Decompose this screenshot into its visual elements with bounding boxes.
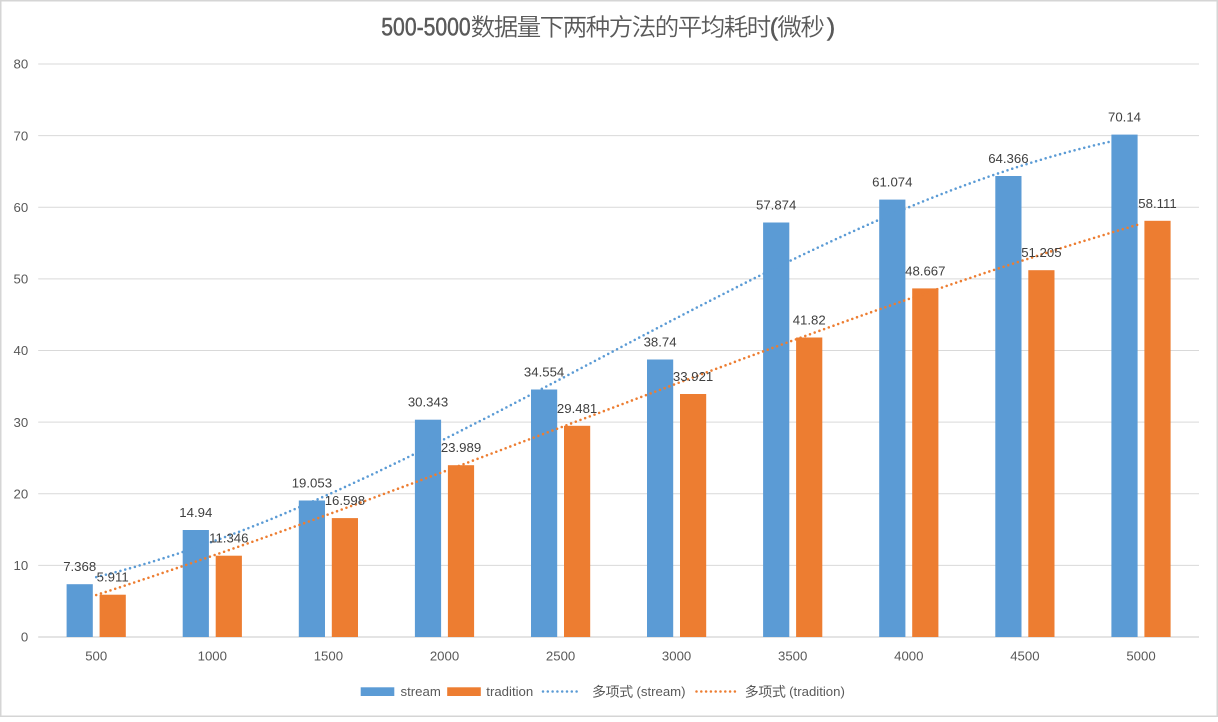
svg-text:30.343: 30.343 xyxy=(408,395,448,410)
svg-text:tradition: tradition xyxy=(486,684,533,699)
svg-text:48.667: 48.667 xyxy=(905,263,945,278)
svg-text:41.82: 41.82 xyxy=(793,313,826,328)
svg-text:4000: 4000 xyxy=(894,649,923,664)
svg-text:50: 50 xyxy=(14,272,29,287)
svg-text:500-5000: 500-5000 xyxy=(381,13,470,41)
svg-text:29.481: 29.481 xyxy=(557,401,597,416)
svg-text:38.74: 38.74 xyxy=(644,335,677,350)
svg-text:14.94: 14.94 xyxy=(179,505,212,520)
svg-text:10: 10 xyxy=(14,558,29,573)
svg-text:20: 20 xyxy=(14,486,29,501)
svg-text:19.053: 19.053 xyxy=(292,476,332,491)
svg-text:500: 500 xyxy=(85,649,107,664)
svg-text:3500: 3500 xyxy=(778,649,807,664)
svg-text:16.598: 16.598 xyxy=(325,493,365,508)
svg-text:33.921: 33.921 xyxy=(673,369,713,384)
svg-text:70.14: 70.14 xyxy=(1108,110,1141,125)
svg-text:1000: 1000 xyxy=(198,649,227,664)
svg-text:30: 30 xyxy=(14,415,29,430)
svg-text:11.346: 11.346 xyxy=(209,531,248,546)
svg-text:34.554: 34.554 xyxy=(524,365,564,380)
svg-text:(: ( xyxy=(770,13,779,41)
svg-text:64.366: 64.366 xyxy=(988,151,1028,166)
svg-text:60: 60 xyxy=(14,200,29,215)
svg-text:1500: 1500 xyxy=(314,649,343,664)
svg-text:stream: stream xyxy=(401,684,441,699)
svg-text:5000: 5000 xyxy=(1126,649,1155,664)
svg-text:57.874: 57.874 xyxy=(756,198,796,213)
svg-text:): ) xyxy=(827,13,835,41)
svg-text:2000: 2000 xyxy=(430,649,459,664)
svg-text:5.911: 5.911 xyxy=(97,570,129,585)
svg-text:4500: 4500 xyxy=(1010,649,1039,664)
svg-text:80: 80 xyxy=(14,57,29,72)
svg-text:58.111: 58.111 xyxy=(1138,196,1176,211)
svg-text:51.205: 51.205 xyxy=(1021,245,1061,260)
svg-text:61.074: 61.074 xyxy=(872,175,912,190)
svg-text:23.989: 23.989 xyxy=(441,440,481,455)
svg-text:0: 0 xyxy=(21,630,28,645)
svg-text:(stream): (stream) xyxy=(633,684,686,699)
svg-text:7.368: 7.368 xyxy=(63,559,96,574)
svg-text:3000: 3000 xyxy=(662,649,691,664)
svg-text:(tradition): (tradition) xyxy=(786,684,845,699)
svg-text:2500: 2500 xyxy=(546,649,575,664)
svg-text:40: 40 xyxy=(14,343,29,358)
svg-text:70: 70 xyxy=(14,128,29,143)
